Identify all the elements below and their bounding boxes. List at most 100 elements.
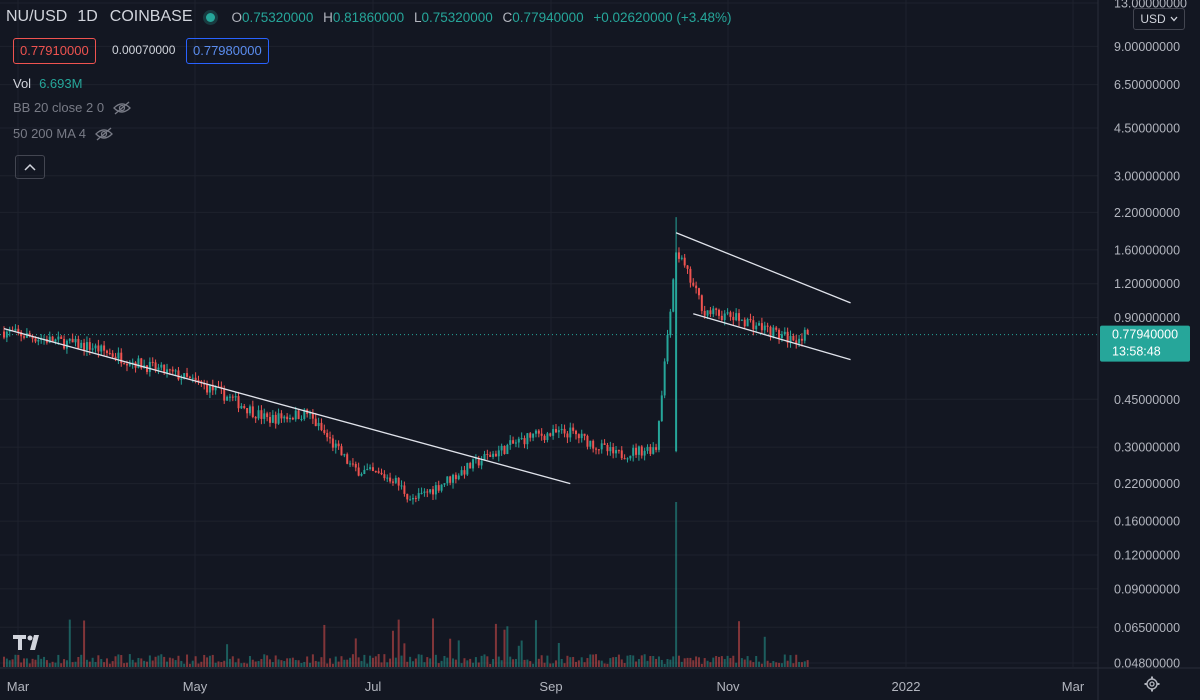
- volume-bar: [569, 657, 572, 667]
- volume-bar: [689, 657, 692, 667]
- candle: [772, 327, 775, 337]
- gear-icon[interactable]: [1144, 676, 1160, 692]
- collapse-legend-button[interactable]: [15, 155, 45, 179]
- volume-bar: [732, 655, 735, 667]
- volume-bar: [683, 658, 686, 667]
- buy-price-button[interactable]: 0.77980000: [186, 38, 269, 64]
- interval-label[interactable]: 1D: [77, 8, 98, 25]
- candle: [148, 361, 151, 372]
- volume-bar: [617, 654, 620, 667]
- volume-bar: [743, 659, 746, 667]
- volume-bar: [632, 655, 635, 667]
- trendlines[interactable]: [3, 232, 851, 485]
- volume-bar: [374, 656, 377, 667]
- candle: [394, 477, 397, 483]
- volume-bar: [460, 663, 463, 667]
- volume-bar: [512, 659, 515, 667]
- volume-bar: [675, 502, 678, 667]
- candle: [68, 338, 71, 341]
- volume-bar: [340, 656, 343, 667]
- volume-bar: [214, 662, 217, 667]
- candle: [251, 406, 254, 418]
- volume-bar: [758, 661, 761, 667]
- low-value: 0.75320000: [421, 9, 493, 25]
- symbol-name[interactable]: NU/USD: [6, 8, 68, 25]
- volume-bar: [326, 663, 329, 667]
- candle: [37, 340, 40, 342]
- volume-bar: [97, 655, 100, 667]
- volume-bar: [540, 655, 543, 667]
- candle: [403, 485, 406, 494]
- volume-bar: [746, 656, 749, 667]
- volume-bar: [720, 656, 723, 667]
- volume-bar: [208, 655, 211, 667]
- volume-bar: [738, 621, 741, 667]
- volume-bar: [592, 654, 595, 667]
- candle: [34, 338, 37, 342]
- candle: [317, 422, 320, 427]
- candle: [406, 493, 409, 500]
- volume-bar: [186, 654, 189, 667]
- candle: [411, 497, 414, 500]
- candle: [423, 491, 426, 493]
- volume-bar: [151, 660, 154, 667]
- currency-select[interactable]: USD: [1133, 8, 1185, 30]
- candle: [589, 440, 592, 447]
- volume-bar: [257, 661, 260, 667]
- volume-bar: [426, 657, 429, 667]
- candle: [692, 282, 695, 286]
- volume-bar: [63, 659, 66, 667]
- sell-price-button[interactable]: 0.77910000: [13, 38, 96, 64]
- candle: [231, 396, 234, 398]
- volume-bar: [25, 658, 28, 667]
- candle: [377, 471, 380, 473]
- candle: [706, 310, 709, 316]
- candle: [566, 433, 569, 438]
- volume-bar: [143, 660, 146, 667]
- candle: [137, 358, 140, 368]
- candle: [735, 313, 738, 321]
- candle: [580, 433, 583, 439]
- candle: [697, 288, 700, 296]
- volume-bar: [254, 661, 257, 667]
- volume-bar: [154, 656, 157, 667]
- candle: [803, 329, 806, 341]
- volume-bar: [506, 626, 509, 667]
- bollinger-indicator[interactable]: BB 20 close 2 0: [13, 100, 132, 115]
- eye-off-icon[interactable]: [112, 101, 132, 115]
- candle: [146, 365, 148, 372]
- candle: [111, 353, 114, 357]
- candle: [669, 311, 672, 336]
- volume-bar: [303, 661, 306, 667]
- volume-bar: [577, 660, 580, 667]
- volume-bar: [417, 654, 420, 667]
- y-tick-label: 13.00000000: [1114, 0, 1187, 11]
- candle: [248, 406, 251, 414]
- candle: [629, 455, 632, 459]
- volume-bar: [414, 658, 417, 667]
- volume-bar: [389, 658, 392, 667]
- volume-bar: [94, 662, 97, 667]
- candle: [557, 430, 560, 433]
- spread-value: 0.00070000: [112, 43, 176, 57]
- candle: [606, 444, 609, 452]
- tradingview-logo-icon[interactable]: [12, 632, 46, 652]
- candle: [108, 352, 111, 354]
- y-tick-label: 9.00000000: [1114, 40, 1180, 54]
- moving-average-indicator[interactable]: 50 200 MA 4: [13, 126, 114, 141]
- candle: [80, 342, 83, 349]
- candle: [454, 474, 457, 480]
- candle: [457, 475, 460, 480]
- candle: [483, 454, 486, 461]
- volume-indicator[interactable]: Vol 6.693M: [13, 76, 82, 91]
- candle: [266, 413, 269, 417]
- y-tick-label: 0.30000000: [1114, 441, 1180, 455]
- volume-bar: [277, 659, 280, 667]
- candle: [520, 438, 523, 440]
- eye-off-icon[interactable]: [94, 127, 114, 141]
- candle: [534, 430, 537, 434]
- volume-bar: [268, 659, 271, 667]
- candle: [755, 325, 758, 330]
